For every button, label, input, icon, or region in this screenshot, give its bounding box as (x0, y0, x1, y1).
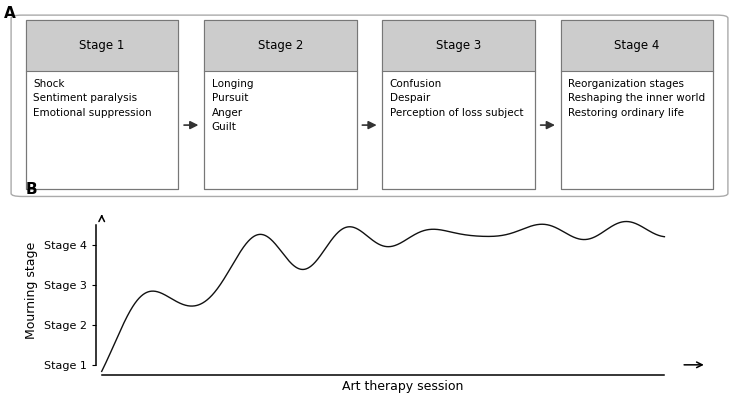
FancyBboxPatch shape (26, 20, 178, 189)
Text: Longing
Pursuit
Anger
Guilt: Longing Pursuit Anger Guilt (211, 79, 253, 132)
Text: B: B (26, 182, 37, 197)
Text: Stage 4: Stage 4 (614, 39, 660, 52)
FancyBboxPatch shape (383, 20, 535, 189)
FancyBboxPatch shape (204, 20, 357, 189)
X-axis label: Art therapy session: Art therapy session (342, 380, 463, 393)
FancyBboxPatch shape (11, 15, 728, 197)
Text: A: A (4, 6, 16, 21)
FancyBboxPatch shape (561, 20, 713, 71)
Text: Stage 1: Stage 1 (79, 39, 125, 52)
FancyBboxPatch shape (383, 20, 535, 71)
FancyBboxPatch shape (561, 20, 713, 189)
Text: Confusion
Despair
Perception of loss subject: Confusion Despair Perception of loss sub… (390, 79, 523, 118)
Text: Reorganization stages
Reshaping the inner world
Restoring ordinary life: Reorganization stages Reshaping the inne… (568, 79, 705, 118)
Text: Shock
Sentiment paralysis
Emotional suppression: Shock Sentiment paralysis Emotional supp… (33, 79, 152, 118)
FancyBboxPatch shape (204, 20, 357, 71)
Text: Stage 3: Stage 3 (436, 39, 481, 52)
Y-axis label: Mourning stage: Mourning stage (25, 241, 38, 339)
Text: Stage 2: Stage 2 (258, 39, 303, 52)
FancyBboxPatch shape (26, 20, 178, 71)
